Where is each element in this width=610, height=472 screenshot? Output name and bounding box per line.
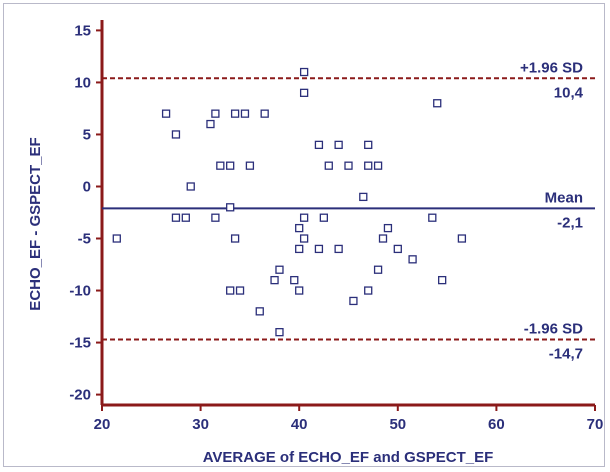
- y-tick-label: -20: [69, 387, 91, 404]
- data-point: [186, 182, 195, 191]
- data-point: [226, 203, 235, 212]
- data-point: [378, 234, 388, 243]
- data-point: [211, 213, 220, 222]
- y-tick-label: -5: [78, 231, 91, 248]
- data-point: [299, 88, 309, 97]
- x-axis-label: AVERAGE of ECHO_EF and GSPECT_EF: [203, 449, 494, 466]
- data-point: [171, 130, 181, 139]
- reference-lines: +1.96 SD 10,4 Mean -2,1 -1.96 SD -14,7: [102, 59, 595, 362]
- data-point: [364, 161, 373, 170]
- data-point: [364, 140, 373, 150]
- data-point: [373, 161, 383, 170]
- y-axis-label: ECHO_EF - GSPECT_EF: [27, 137, 44, 310]
- data-point: [299, 234, 309, 243]
- data-point: [295, 286, 304, 295]
- y-tick-label: 15: [74, 22, 91, 39]
- data-point: [299, 67, 309, 77]
- data-point: [211, 109, 220, 118]
- data-point: [433, 99, 442, 108]
- x-tick-label: 60: [488, 416, 505, 433]
- data-point: [373, 265, 383, 274]
- x-tick-label: 70: [587, 416, 604, 433]
- data-point: [216, 161, 225, 170]
- data-point: [235, 286, 245, 295]
- data-point: [112, 234, 121, 243]
- data-point: [230, 109, 240, 118]
- data-point: [181, 213, 190, 222]
- data-point: [240, 109, 250, 118]
- data-point: [295, 244, 304, 254]
- data-point: [408, 255, 417, 264]
- reference-line-value: -2,1: [557, 214, 583, 231]
- data-point: [324, 161, 333, 170]
- data-point: [438, 275, 447, 285]
- data-point: [359, 192, 368, 202]
- data-point: [349, 296, 358, 306]
- x-tick-label: 20: [94, 416, 111, 433]
- data-point: [255, 307, 264, 316]
- y-tick-label: 10: [74, 74, 91, 91]
- data-point: [457, 234, 467, 243]
- data-point: [344, 161, 353, 170]
- data-point: [314, 140, 324, 150]
- data-point: [290, 275, 299, 285]
- data-point: [295, 223, 304, 233]
- reference-line-value: 10,4: [554, 84, 584, 101]
- reference-line-value: -14,7: [549, 345, 583, 362]
- y-tick-label: 0: [83, 178, 91, 195]
- data-point: [206, 119, 215, 129]
- data-point: [270, 275, 279, 285]
- y-tick-label: -10: [69, 283, 91, 300]
- data-point: [364, 286, 373, 295]
- data-point: [171, 213, 181, 222]
- reference-line-label: +1.96 SD: [520, 59, 583, 76]
- data-point: [319, 213, 329, 222]
- data-point: [230, 234, 240, 243]
- x-tick-label: 30: [192, 416, 209, 433]
- y-tick-label: -15: [69, 335, 91, 352]
- x-tick-label: 40: [291, 416, 308, 433]
- y-tick-label: 5: [83, 126, 91, 143]
- data-point: [245, 161, 255, 170]
- data-point: [314, 244, 324, 254]
- data-point: [393, 244, 402, 254]
- data-point: [383, 223, 393, 233]
- data-point: [161, 109, 171, 118]
- reference-line-label: Mean: [545, 189, 583, 206]
- data-point: [226, 161, 235, 170]
- data-point: [226, 286, 235, 295]
- reference-line-label: -1.96 SD: [524, 320, 583, 337]
- data-point: [275, 265, 284, 274]
- data-point: [260, 109, 269, 118]
- data-points: [112, 67, 467, 337]
- data-point: [334, 244, 343, 254]
- x-tick-label: 50: [389, 416, 406, 433]
- data-point: [299, 213, 309, 222]
- data-point: [428, 213, 437, 222]
- data-point: [275, 328, 284, 337]
- data-point: [334, 140, 343, 150]
